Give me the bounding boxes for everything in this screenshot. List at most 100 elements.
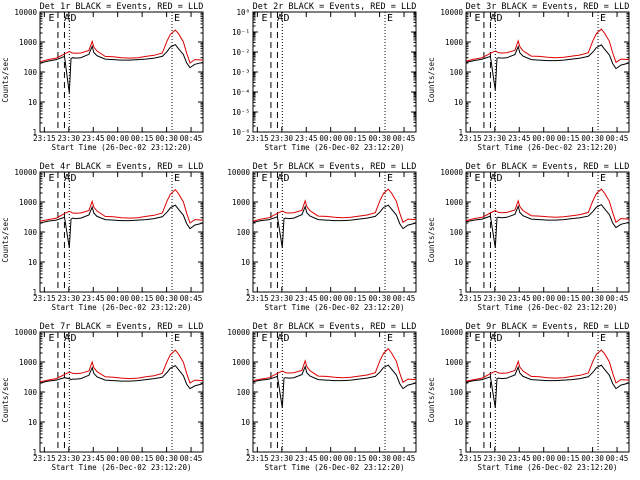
lld-series-line <box>465 188 630 224</box>
x-tick-label: 23:30 <box>484 454 507 463</box>
y-tick-label: 1 <box>458 128 463 137</box>
plot-panel-3: Det 3r BLACK = Events, RED = LLD 1 10 100 10… <box>427 2 630 152</box>
x-tick-label: 00:30 <box>368 454 391 463</box>
y-tick-label: 10⁻⁶ <box>232 128 250 137</box>
event-marker-d: D <box>71 333 77 344</box>
y-tick-label: 10000 <box>227 328 250 337</box>
x-axis-label: Start Time (26-Dec-02 23:12:20) <box>52 303 192 312</box>
event-marker-a: A <box>277 13 283 24</box>
y-tick-label: 10⁰ <box>236 8 250 17</box>
event-marker-e: E <box>475 333 481 344</box>
x-tick-label: 00:00 <box>319 294 342 303</box>
y-tick-label: 10⁻⁵ <box>232 108 250 117</box>
x-tick-label: 00:45 <box>393 134 416 143</box>
y-tick-label: 10000 <box>440 8 463 17</box>
x-tick-label: 23:15 <box>33 454 56 463</box>
y-tick-label: 10 <box>28 258 38 267</box>
x-axis-label: Start Time (26-Dec-02 23:12:20) <box>478 463 618 472</box>
x-axis-label: Start Time (26-Dec-02 23:12:20) <box>265 143 405 152</box>
events-series-line <box>39 43 204 94</box>
x-tick-label: 00:00 <box>532 454 555 463</box>
y-tick-label: 100 <box>449 388 463 397</box>
x-tick-label: 00:15 <box>557 134 580 143</box>
x-tick-label: 23:45 <box>295 454 318 463</box>
x-tick-label: 23:30 <box>271 134 294 143</box>
event-marker-e: E <box>600 333 606 344</box>
event-marker-e: E <box>387 173 393 184</box>
x-axis-label: Start Time (26-Dec-02 23:12:20) <box>265 463 405 472</box>
y-tick-label: 10 <box>28 98 38 107</box>
events-series-line <box>252 204 417 248</box>
x-tick-label: 23:30 <box>58 294 81 303</box>
plot-panel-4: Det 4r BLACK = Events, RED = LLD 1 10 100 10… <box>1 162 204 312</box>
lld-series-line <box>252 188 417 224</box>
x-tick-label: 00:00 <box>319 134 342 143</box>
event-marker-a: A <box>64 333 70 344</box>
panel-title: Det 5r BLACK = Events, RED = LLD <box>253 162 417 172</box>
event-marker-d: D <box>497 13 503 24</box>
y-tick-label: 1000 <box>445 358 464 367</box>
lld-series-line <box>465 349 630 384</box>
x-tick-label: 23:45 <box>82 454 105 463</box>
x-tick-label: 00:00 <box>319 454 342 463</box>
event-marker-a: A <box>490 173 496 184</box>
panel-title: Det 9r BLACK = Events, RED = LLD <box>466 322 630 332</box>
y-tick-label: 100 <box>449 68 463 77</box>
x-tick-label: 23:15 <box>459 294 482 303</box>
x-tick-label: 23:45 <box>508 134 531 143</box>
events-series-line <box>465 203 630 248</box>
event-marker-a: A <box>277 333 283 344</box>
x-tick-label: 00:45 <box>393 454 416 463</box>
events-series-line <box>465 44 630 91</box>
x-tick-label: 00:15 <box>344 454 367 463</box>
y-tick-label: 10⁻¹ <box>232 28 250 37</box>
event-marker-e: E <box>475 13 481 24</box>
event-marker-e: E <box>262 333 268 344</box>
event-marker-e: E <box>262 13 268 24</box>
event-marker-e: E <box>387 333 393 344</box>
x-tick-label: 00:15 <box>131 454 154 463</box>
y-tick-label: 10 <box>454 418 464 427</box>
x-tick-label: 00:00 <box>106 134 129 143</box>
x-tick-label: 23:45 <box>82 134 105 143</box>
plot-panel-1: Det 1r BLACK = Events, RED = LLD 1 10 100 10… <box>1 2 204 152</box>
y-tick-label: 1 <box>458 448 463 457</box>
y-tick-label: 100 <box>23 68 37 77</box>
panel-title: Det 8r BLACK = Events, RED = LLD <box>253 322 417 332</box>
y-tick-label: 10 <box>454 98 464 107</box>
y-tick-label: 1000 <box>19 198 38 207</box>
events-series-line <box>39 204 204 248</box>
x-tick-label: 00:45 <box>393 294 416 303</box>
event-marker-e: E <box>600 173 606 184</box>
y-tick-label: 1 <box>32 288 37 297</box>
x-tick-label: 23:15 <box>246 294 269 303</box>
x-tick-label: 00:45 <box>606 294 629 303</box>
event-marker-a: A <box>490 333 496 344</box>
x-tick-label: 23:15 <box>459 134 482 143</box>
plot-panel-7: Det 7r BLACK = Events, RED = LLD 1 10 100 10… <box>1 322 204 472</box>
lld-series-line <box>252 347 417 384</box>
y-axis-label: Counts/sec <box>1 57 10 102</box>
x-axis-label: Start Time (26-Dec-02 23:12:20) <box>478 303 618 312</box>
y-tick-label: 1 <box>245 288 250 297</box>
event-marker-e: E <box>174 173 180 184</box>
x-tick-label: 00:30 <box>155 454 178 463</box>
x-tick-label: 23:45 <box>295 294 318 303</box>
event-marker-e: E <box>262 173 268 184</box>
panel-title: Det 4r BLACK = Events, RED = LLD <box>40 162 204 172</box>
event-marker-a: A <box>277 173 283 184</box>
plot-panel-6: Det 6r BLACK = Events, RED = LLD 1 10 100 10… <box>427 162 630 312</box>
y-tick-label: 1000 <box>232 358 251 367</box>
x-axis-label: Start Time (26-Dec-02 23:12:20) <box>52 463 192 472</box>
event-marker-d: D <box>284 333 290 344</box>
x-tick-label: 00:45 <box>180 134 203 143</box>
y-tick-label: 10 <box>454 258 464 267</box>
panel-title: Det 1r BLACK = Events, RED = LLD <box>40 2 204 12</box>
x-tick-label: 00:30 <box>581 454 604 463</box>
y-tick-label: 100 <box>23 388 37 397</box>
panel-title: Det 3r BLACK = Events, RED = LLD <box>466 2 630 12</box>
y-tick-label: 1 <box>32 448 37 457</box>
y-tick-label: 10000 <box>14 8 37 17</box>
event-marker-d: D <box>71 13 77 24</box>
